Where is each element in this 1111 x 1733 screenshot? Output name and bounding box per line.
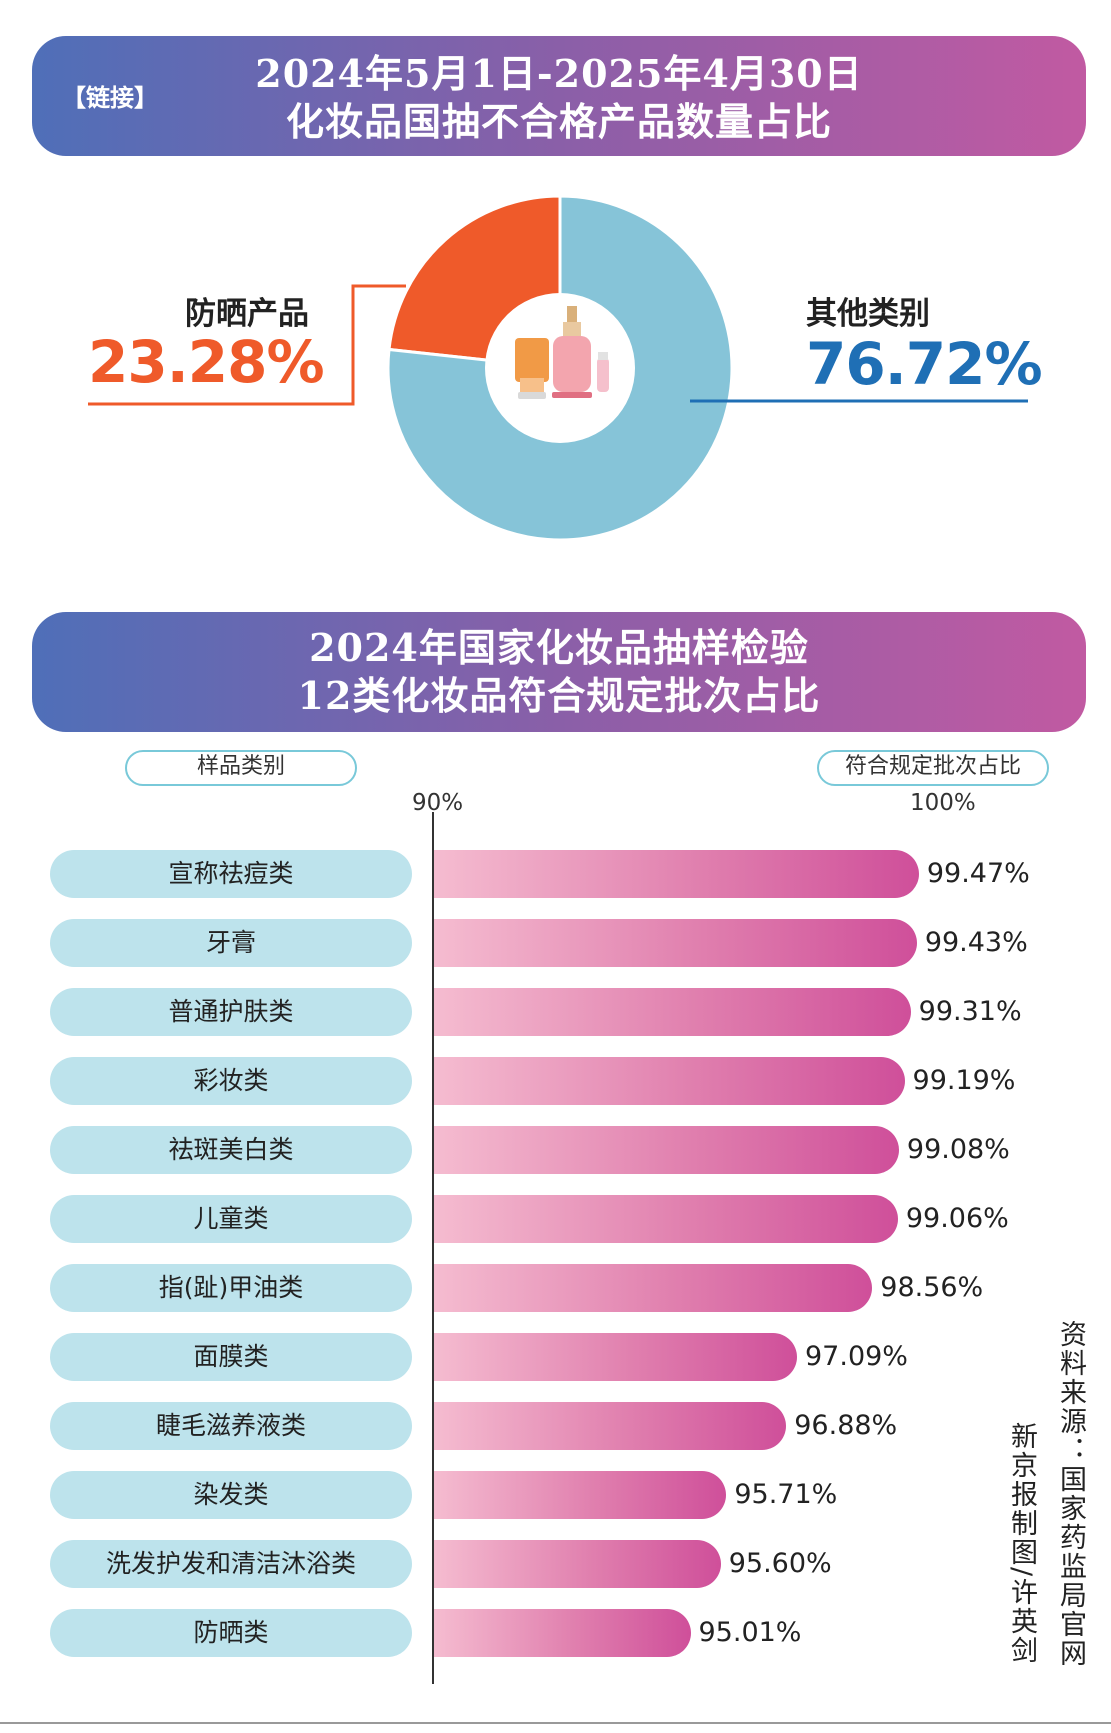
sunscreen-leader-line xyxy=(88,284,406,406)
bar-value-label: 95.60% xyxy=(728,1548,832,1579)
bottom-rule xyxy=(0,1722,1111,1724)
sunscreen-label: 防晒产品 xyxy=(185,296,309,332)
category-pill: 睫毛滋养液类 xyxy=(50,1402,412,1450)
sunscreen-value: 23.28% xyxy=(88,328,325,396)
donut-chart xyxy=(386,194,734,542)
cosmetics-icon xyxy=(515,306,609,399)
bar-value-label: 97.09% xyxy=(805,1341,908,1372)
bar-value-label: 99.19% xyxy=(912,1065,1016,1096)
bar xyxy=(434,1264,873,1312)
bar xyxy=(434,1402,787,1450)
other-leader-line xyxy=(690,399,1028,403)
bar xyxy=(434,988,911,1036)
bar xyxy=(434,1057,905,1105)
category-header-pill: 样品类别 xyxy=(125,750,357,786)
bar-value-label: 99.08% xyxy=(906,1134,1010,1165)
tick-100: 100% xyxy=(910,790,976,816)
bar xyxy=(434,1126,899,1174)
category-pill: 指(趾)甲油类 xyxy=(50,1264,412,1312)
bar-value-label: 95.01% xyxy=(698,1617,802,1648)
other-value: 76.72% xyxy=(806,330,1043,398)
category-pill: 防晒类 xyxy=(50,1609,412,1657)
title-banner-2: 2024年国家化妆品抽样检验 12类化妆品符合规定批次占比 xyxy=(32,612,1086,732)
bar-value-label: 99.31% xyxy=(918,996,1022,1027)
bar-value-label: 99.06% xyxy=(905,1203,1009,1234)
bar-value-label: 99.47% xyxy=(926,858,1030,889)
bar xyxy=(434,850,919,898)
bar xyxy=(434,1471,727,1519)
title-1-line-1: 2024年5月1日-2025年4月30日 xyxy=(255,51,863,96)
category-pill: 洗发护发和清洁沐浴类 xyxy=(50,1540,412,1588)
category-pill: 儿童类 xyxy=(50,1195,412,1243)
bar-value-label: 95.71% xyxy=(734,1479,838,1510)
category-pill: 牙膏 xyxy=(50,919,412,967)
category-pill: 染发类 xyxy=(50,1471,412,1519)
bar-value-label: 99.43% xyxy=(924,927,1028,958)
category-pill: 普通护肤类 xyxy=(50,988,412,1036)
link-tag: 【链接】 xyxy=(62,84,158,112)
category-pill: 彩妆类 xyxy=(50,1057,412,1105)
title-banner-1: 【链接】 2024年5月1日-2025年4月30日 化妆品国抽不合格产品数量占比 xyxy=(32,36,1086,156)
other-label: 其他类别 xyxy=(806,296,930,332)
category-pill: 祛斑美白类 xyxy=(50,1126,412,1174)
category-pill: 宣称祛痘类 xyxy=(50,850,412,898)
bar xyxy=(434,919,917,967)
value-header-pill: 符合规定批次占比 xyxy=(817,750,1049,786)
data-source: 资料来源：国家药监局官网 xyxy=(1055,1320,1086,1668)
credit: 新京报制图/许英剑 xyxy=(1006,1422,1037,1666)
category-pill: 面膜类 xyxy=(50,1333,412,1381)
bar-value-label: 98.56% xyxy=(880,1272,984,1303)
title-1-line-2: 化妆品国抽不合格产品数量占比 xyxy=(285,99,832,144)
y-axis-line xyxy=(432,812,434,1684)
title-2-line-2: 12类化妆品符合规定批次占比 xyxy=(297,673,821,718)
bar xyxy=(434,1333,797,1381)
title-2-line-1: 2024年国家化妆品抽样检验 xyxy=(309,625,809,670)
bar xyxy=(434,1540,721,1588)
bar xyxy=(434,1609,691,1657)
tick-90: 90% xyxy=(412,790,464,816)
bar xyxy=(434,1195,898,1243)
bar-value-label: 96.88% xyxy=(794,1410,898,1441)
